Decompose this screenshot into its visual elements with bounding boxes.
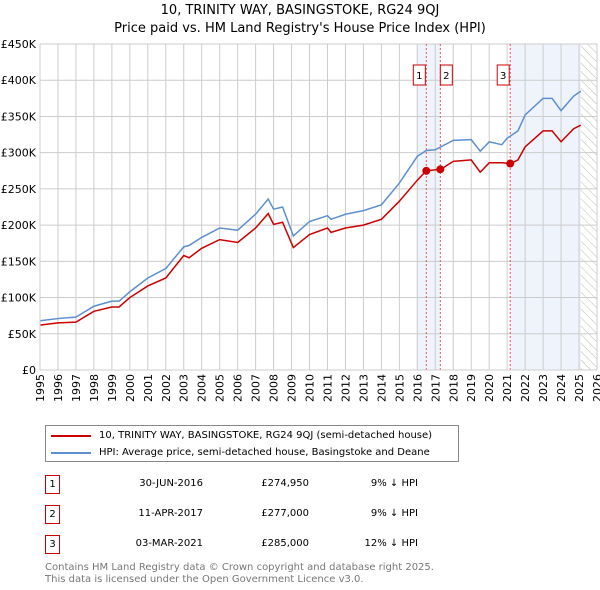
y-tick-label: £300K: [1, 147, 37, 160]
x-tick-label: 1999: [106, 374, 119, 402]
sale-label: 1: [416, 71, 422, 82]
legend-red-label: 10, TRINITY WAY, BASINGSTOKE, RG24 9QJ (…: [99, 430, 433, 441]
legend-red-swatch: [51, 435, 91, 437]
x-tick-label: 2023: [537, 374, 550, 402]
legend-blue-label: HPI: Average price, semi-detached house,…: [99, 447, 430, 458]
shaded-region: [416, 44, 441, 370]
transaction-price: £277,000: [261, 508, 309, 519]
series-line-hpi: [39, 90, 582, 322]
y-tick-label: £250K: [1, 183, 37, 196]
shaded-region: [510, 44, 581, 370]
x-tick-label: 2015: [393, 374, 406, 402]
y-tick-label: £350K: [1, 110, 37, 123]
transaction-number-badge: 3: [45, 535, 60, 554]
sale-label-box: [439, 64, 453, 86]
transaction-price: £285,000: [261, 538, 309, 549]
x-tick-label: 2009: [286, 374, 299, 402]
footer: Contains HM Land Registry data © Crown c…: [45, 562, 434, 586]
transaction-hpi-diff: 9% ↓ HPI: [370, 478, 418, 489]
sale-label: 3: [500, 71, 506, 82]
transaction-number-badge: 1: [45, 475, 60, 494]
sale-point: [422, 166, 431, 175]
transaction-date: 03-MAR-2021: [135, 538, 203, 549]
y-tick-label: £400K: [1, 74, 37, 87]
x-tick-label: 2006: [232, 374, 245, 402]
x-tick-label: 2013: [357, 374, 370, 402]
x-tick-label: 2021: [501, 374, 514, 402]
x-tick-label: 2004: [196, 374, 209, 402]
x-tick-label: 1998: [88, 374, 101, 402]
sale-label: 2: [443, 71, 449, 82]
transaction-row: 3 03-MAR-2021 £285,000 12% ↓ HPI: [45, 535, 418, 555]
x-tick-label: 2019: [465, 374, 478, 402]
x-tick-label: 2001: [142, 374, 155, 402]
legend-blue-swatch: [51, 452, 91, 454]
transaction-hpi-diff: 9% ↓ HPI: [370, 508, 418, 519]
x-tick-label: 2025: [573, 374, 586, 402]
transaction-date: 11-APR-2017: [138, 508, 203, 519]
footer-line1: Contains HM Land Registry data © Crown c…: [45, 562, 434, 573]
x-tick-label: 1996: [52, 374, 65, 402]
y-tick-label: £150K: [1, 255, 37, 268]
transaction-hpi-diff: 12% ↓ HPI: [364, 538, 418, 549]
x-tick-label: 2003: [178, 374, 191, 402]
x-tick-label: 2011: [321, 374, 334, 402]
transaction-number-badge: 2: [45, 505, 60, 524]
x-tick-label: 2007: [250, 374, 263, 402]
x-tick-label: 1997: [70, 374, 83, 402]
x-tick-label: 2005: [214, 374, 227, 402]
x-tick-label: 2024: [555, 374, 568, 402]
x-tick-label: 1995: [34, 374, 47, 402]
x-tick-label: 2016: [411, 374, 424, 402]
x-tick-label: 2022: [519, 374, 532, 402]
forecast-hatch: [580, 44, 597, 370]
y-tick-label: £200K: [1, 219, 37, 232]
transaction-date: 30-JUN-2016: [139, 478, 203, 489]
chart-subtitle: Price paid vs. HM Land Registry's House …: [114, 21, 486, 36]
transaction-row: 2 11-APR-2017 £277,000 9% ↓ HPI: [45, 505, 418, 525]
chart-title: 10, TRINITY WAY, BASINGSTOKE, RG24 9QJ: [160, 3, 440, 18]
x-tick-label: 2000: [124, 374, 137, 402]
x-tick-label: 2010: [304, 374, 317, 402]
legend: 10, TRINITY WAY, BASINGSTOKE, RG24 9QJ (…: [45, 425, 459, 462]
footer-line2: This data is licensed under the Open Gov…: [45, 574, 364, 585]
y-tick-label: £100K: [1, 292, 37, 305]
price-chart: 1995 1996 1997 1998 1999 2000 2001 2002 2003 2004…: [1, 38, 600, 402]
y-tick-label: £50K: [8, 328, 37, 341]
transaction-row: 1 30-JUN-2016 £274,950 9% ↓ HPI: [45, 475, 418, 495]
sale-point: [506, 159, 515, 168]
y-tick-label: £0: [22, 364, 36, 377]
x-tick-label: 2018: [447, 374, 460, 402]
transaction-price: £274,950: [261, 478, 309, 489]
y-tick-label: £450K: [1, 38, 37, 51]
x-tick-label: 2002: [160, 374, 173, 402]
sale-label-box: [496, 64, 510, 86]
x-tick-label: 2020: [483, 374, 496, 402]
x-tick-label: 2026: [591, 374, 600, 402]
sale-point: [436, 165, 445, 174]
x-tick-label: 2014: [375, 374, 388, 402]
x-tick-label: 2017: [429, 374, 442, 402]
sale-label-box: [412, 64, 426, 86]
x-tick-label: 2008: [268, 374, 281, 402]
x-tick-label: 2012: [339, 374, 352, 402]
